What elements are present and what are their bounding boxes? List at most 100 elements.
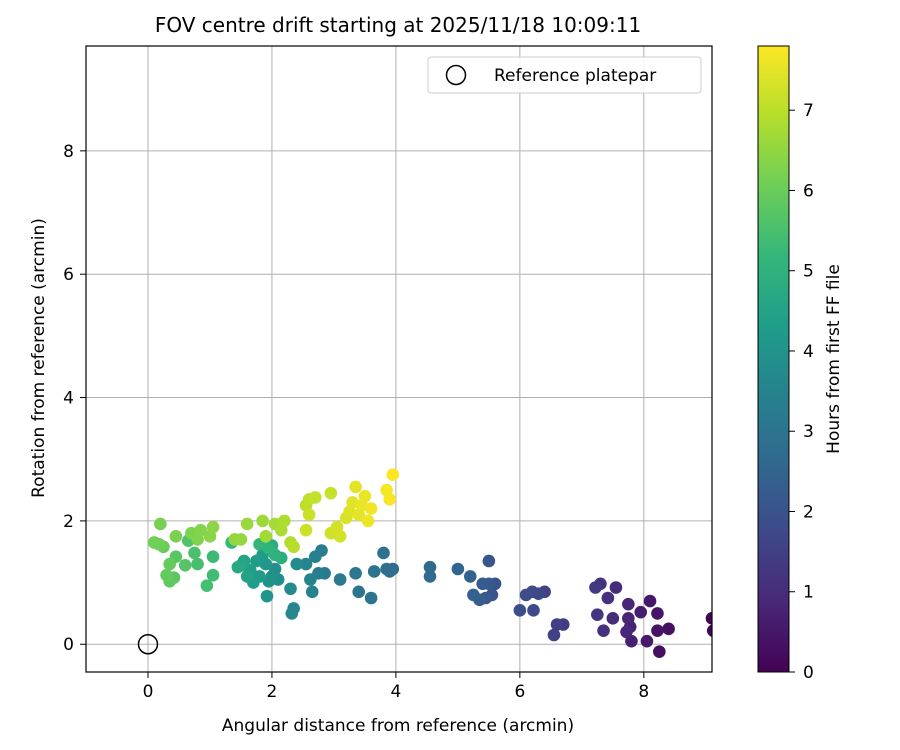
data-point: [527, 604, 540, 617]
chart-title: FOV centre drift starting at 2025/11/18 …: [155, 13, 641, 37]
colorbar-tick-label: 0: [803, 663, 814, 683]
data-point: [285, 607, 299, 620]
y-tick-label: 4: [63, 389, 74, 409]
axis-ticks: 0 2 4 6 8 0 2 4 6 8: [63, 142, 649, 702]
data-point: [206, 568, 220, 582]
y-axis-label: Rotation from reference (arcmin): [29, 218, 49, 498]
data-points: [147, 468, 712, 658]
colorbar-tick-label: 6: [803, 181, 814, 201]
data-point: [234, 533, 248, 546]
data-point: [651, 624, 664, 637]
data-point: [302, 508, 316, 522]
data-point: [240, 517, 254, 531]
colorbar-tick-label: 7: [803, 101, 814, 121]
x-tick-label: 0: [143, 682, 154, 702]
data-point: [423, 560, 437, 574]
data-point: [467, 588, 480, 602]
data-point: [364, 502, 378, 515]
data-point: [309, 491, 322, 504]
data-point: [622, 597, 635, 611]
data-point: [349, 567, 362, 580]
colorbar-tick-label: 4: [803, 342, 814, 362]
data-point: [513, 604, 527, 617]
data-point: [262, 575, 276, 588]
data-point: [606, 612, 620, 625]
data-point: [231, 560, 245, 574]
y-tick-label: 2: [63, 512, 74, 532]
plot-frame: [85, 45, 713, 673]
data-point: [250, 554, 263, 568]
data-point: [597, 624, 610, 637]
data-point: [160, 568, 173, 582]
data-point: [178, 559, 192, 572]
data-point: [383, 493, 397, 506]
data-point: [154, 517, 167, 531]
reference-marker-group: [137, 633, 159, 655]
data-point: [622, 612, 635, 625]
data-point: [358, 489, 372, 503]
x-axis-label: Angular distance from reference (arcmin): [222, 716, 574, 736]
data-point: [260, 589, 274, 603]
data-point: [423, 570, 437, 583]
data-point: [651, 607, 664, 620]
y-tick-label: 8: [63, 142, 74, 162]
x-tick-label: 8: [638, 682, 649, 702]
colorbar-tick-label: 5: [803, 262, 814, 282]
data-point: [451, 562, 465, 576]
data-point: [333, 573, 347, 586]
data-point: [463, 570, 477, 583]
data-point: [662, 622, 675, 636]
data-point: [609, 581, 623, 594]
data-point: [284, 582, 297, 596]
data-point: [364, 591, 378, 605]
data-point: [200, 579, 214, 592]
data-point: [206, 550, 220, 563]
data-point: [330, 520, 344, 534]
data-point: [287, 540, 300, 554]
data-point: [191, 557, 204, 571]
data-point: [640, 634, 654, 648]
legend: Reference platepar: [427, 56, 702, 94]
data-point: [653, 645, 666, 658]
data-point: [625, 634, 638, 648]
data-point: [519, 588, 533, 602]
colorbar-tick-label: 2: [803, 502, 814, 522]
data-point: [349, 480, 362, 494]
data-point: [352, 585, 366, 599]
data-point: [163, 557, 176, 571]
colorbar: 0 1 2 3 4 5 6 7 Hours from first FF file: [757, 45, 844, 683]
data-point: [305, 585, 319, 599]
data-point: [256, 514, 269, 528]
y-tick-label: 6: [63, 265, 74, 285]
data-point: [299, 523, 313, 537]
data-point: [259, 530, 273, 543]
data-point: [147, 536, 161, 549]
data-point: [377, 546, 390, 560]
data-point: [634, 605, 648, 619]
data-point: [547, 628, 561, 642]
data-point: [476, 577, 489, 591]
data-point: [194, 523, 207, 537]
data-point: [299, 557, 313, 571]
data-point: [380, 562, 393, 576]
colorbar-tick-label: 1: [803, 583, 814, 603]
data-point: [620, 625, 633, 639]
legend-box: [427, 56, 702, 94]
data-point: [278, 514, 291, 528]
data-point: [386, 468, 400, 481]
x-tick-label: 4: [390, 682, 401, 702]
data-point: [304, 573, 317, 586]
data-point: [705, 612, 712, 625]
data-point: [550, 618, 564, 631]
colorbar-gradient: [757, 45, 790, 673]
legend-marker: [445, 64, 467, 86]
colorbar-ticks: 0 1 2 3 4 5 6 7: [789, 101, 814, 683]
data-point: [361, 514, 375, 528]
data-point: [206, 520, 220, 534]
x-tick-label: 2: [267, 682, 278, 702]
colorbar-tick-label: 3: [803, 422, 814, 442]
data-point: [169, 530, 183, 543]
data-point: [290, 557, 304, 571]
reference-marker: [137, 633, 159, 655]
